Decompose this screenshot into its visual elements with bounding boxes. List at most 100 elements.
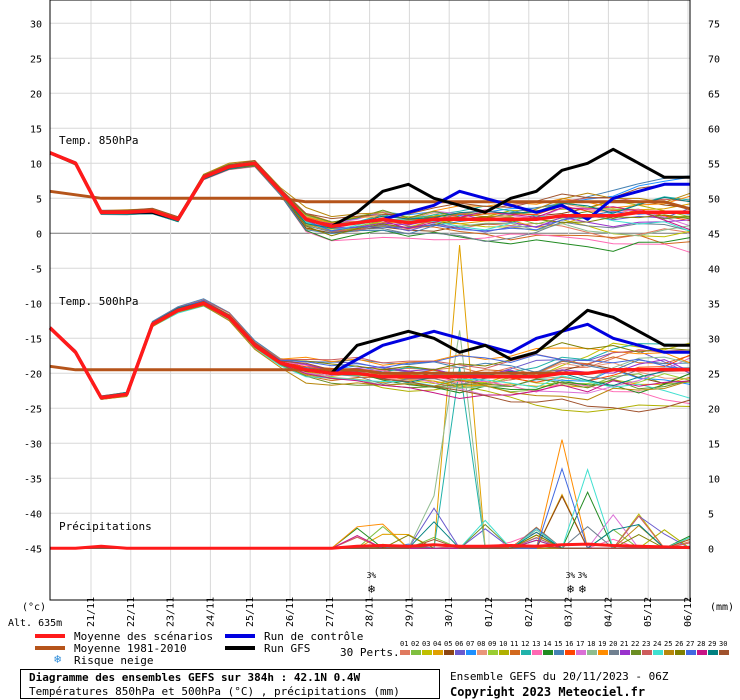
plot-frame	[49, 0, 691, 601]
snow-risk-pct: 3%	[566, 571, 576, 580]
pert-color-swatch	[653, 650, 663, 655]
pert-color-swatch	[554, 650, 564, 655]
member-t500-line	[49, 305, 691, 401]
t500-panel-label: Temp. 500hPa	[59, 295, 138, 308]
pert-number: 12	[521, 640, 530, 648]
left-tick-label: -40	[24, 509, 42, 520]
pert-color-swatch	[565, 650, 575, 655]
pert-number: 29	[708, 640, 717, 648]
snow-risk-pct: 3%	[578, 571, 588, 580]
left-tick-label: -45	[24, 544, 42, 555]
pert-number: 18	[587, 640, 596, 648]
pert-number: 23	[642, 640, 651, 648]
left-tick-label: -10	[24, 299, 42, 310]
date-tick-label: 02/12	[524, 597, 535, 627]
pert-color-swatch	[708, 650, 718, 655]
pert-number: 26	[675, 640, 684, 648]
main-series: 3%❄3%❄3%❄	[48, 147, 691, 596]
pert-color-swatch	[620, 650, 630, 655]
left-tick-label: -15	[24, 334, 42, 345]
pert-color-swatch	[642, 650, 652, 655]
date-tick-label: 27/11	[325, 597, 336, 627]
pert-number: 19	[598, 640, 607, 648]
pert-number: 05	[444, 640, 453, 648]
pert-color-swatch	[488, 650, 498, 655]
right-tick-label: 10	[708, 474, 720, 485]
left-tick-label: 25	[30, 54, 42, 65]
pert-number: 08	[477, 640, 486, 648]
pert-number: 11	[510, 640, 519, 648]
member-t500-line	[49, 298, 691, 398]
run-info: Ensemble GEFS du 20/11/2023 - 06Z	[450, 670, 669, 683]
pert-color-swatch	[598, 650, 608, 655]
left-tick-label: 10	[30, 159, 42, 170]
pert-color-swatch	[521, 650, 531, 655]
date-tick-label: 29/11	[404, 597, 415, 627]
left-tick-label: 15	[30, 124, 42, 135]
pert-color-swatch	[400, 650, 410, 655]
right-tick-label: 20	[708, 404, 720, 415]
pert-color-swatch	[664, 650, 674, 655]
pert-number: 03	[422, 640, 431, 648]
date-tick-label: 23/11	[166, 597, 177, 627]
date-tick-label: 03/12	[564, 597, 575, 627]
date-tick-label: 01/12	[484, 597, 495, 627]
pert-color-swatch	[587, 650, 597, 655]
pert-color-swatch	[675, 650, 685, 655]
date-tick-label: 24/11	[205, 597, 216, 627]
date-tick-label: 21/11	[86, 597, 97, 627]
right-tick-label: 0	[708, 544, 714, 555]
right-tick-label: 40	[708, 264, 720, 275]
right-tick-label: 5	[708, 509, 714, 520]
footer-subtitle: Températures 850hPa et 500hPa (°C) , pré…	[29, 685, 400, 698]
left-tick-label: 20	[30, 89, 42, 100]
date-tick-label: 05/12	[643, 597, 654, 627]
pert-color-swatch	[477, 650, 487, 655]
left-tick-label: -35	[24, 474, 42, 485]
snow-risk-pct: 3%	[367, 571, 377, 580]
pert-number: 25	[664, 640, 673, 648]
right-unit-label: (mm)	[710, 602, 734, 613]
date-tick-label: 26/11	[285, 597, 296, 627]
pert-color-swatch	[510, 650, 520, 655]
pert-color-swatch	[719, 650, 729, 655]
date-tick-label: 04/12	[603, 597, 614, 627]
pert-number: 22	[631, 640, 640, 648]
pert-number: 10	[499, 640, 508, 648]
pert-number: 01	[400, 640, 409, 648]
pert-color-swatch	[411, 650, 421, 655]
left-unit-label: (°c)	[22, 602, 46, 613]
right-tick-label: 65	[708, 89, 720, 100]
pert-number: 07	[466, 640, 475, 648]
left-tick-label: 5	[36, 194, 42, 205]
pert-color-swatch	[543, 650, 553, 655]
left-tick-label: -25	[24, 404, 42, 415]
left-tick-label: -5	[30, 264, 42, 275]
t850-panel-label: Temp. 850hPa	[59, 134, 138, 147]
pert-color-swatch	[444, 650, 454, 655]
pert-color-swatch	[686, 650, 696, 655]
right-tick-label: 60	[708, 124, 720, 135]
pert-color-swatch	[433, 650, 443, 655]
pert-color-swatch	[697, 650, 707, 655]
pert-number: 20	[609, 640, 618, 648]
date-tick-label: 30/11	[444, 597, 455, 627]
t850-mean-line	[49, 151, 690, 229]
precip-mean-line	[50, 542, 691, 550]
right-tick-label: 55	[708, 159, 720, 170]
right-tick-label: 30	[708, 334, 720, 345]
snowflake-icon: ❄	[567, 582, 574, 596]
pert-color-swatch	[422, 650, 432, 655]
right-tick-label: 45	[708, 229, 720, 240]
pert-number: 02	[411, 640, 420, 648]
pert-number: 13	[532, 640, 541, 648]
pert-number: 27	[686, 640, 695, 648]
pert-number: 21	[620, 640, 629, 648]
right-tick-label: 35	[708, 299, 720, 310]
pert-number: 09	[488, 640, 497, 648]
pert-color-swatch	[532, 650, 542, 655]
pert-number: 04	[433, 640, 442, 648]
pert-color-swatch	[576, 650, 586, 655]
pert-number: 16	[565, 640, 574, 648]
